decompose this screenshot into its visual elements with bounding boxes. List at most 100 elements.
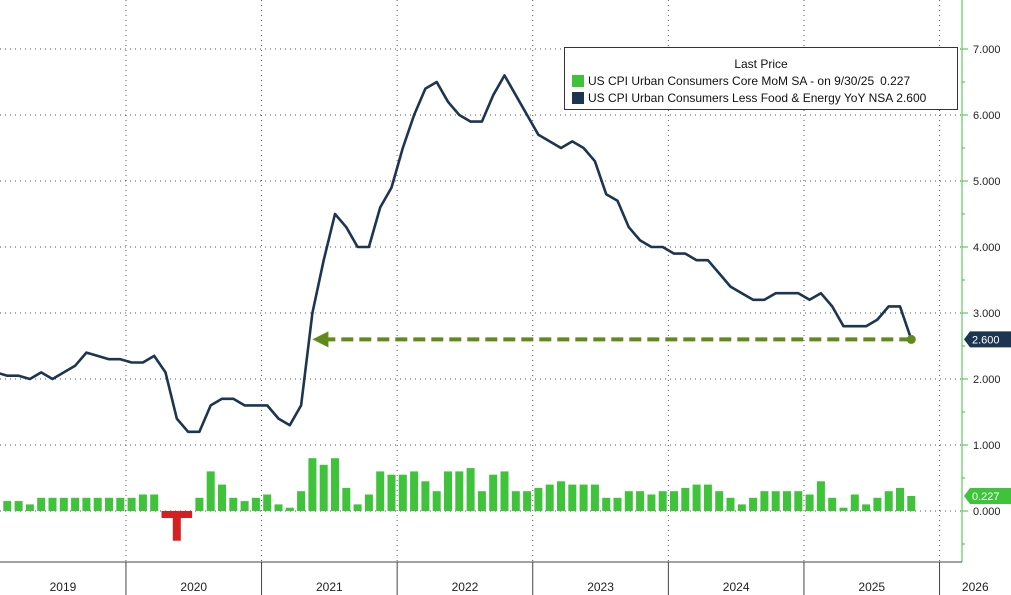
bar-negative [172, 511, 181, 541]
bar [466, 468, 475, 511]
bar [116, 497, 125, 511]
bar [613, 497, 622, 511]
y-tick-label: 6.000 [973, 110, 1001, 122]
bar [726, 497, 735, 511]
y-tick-label: 5.000 [973, 176, 1001, 188]
legend-entry-core-mom: US CPI Urban Consumers Core MoM SA - on … [572, 74, 910, 88]
bar [545, 484, 554, 511]
bar [285, 507, 294, 511]
bar [218, 484, 226, 511]
x-tick-label: 2021 [316, 580, 343, 594]
bar [907, 496, 916, 511]
last-value-tag-yoy-text: 2.600 [972, 334, 1000, 346]
y-tick-label: 4.000 [973, 242, 1001, 254]
annotation-arrow-head [312, 331, 329, 348]
bar [376, 471, 385, 511]
x-tick-label: 2019 [50, 580, 77, 594]
bar [263, 494, 272, 511]
legend-value: 2.600 [896, 91, 927, 105]
bar [410, 471, 419, 511]
last-value-tag-mom-bg [964, 488, 1011, 505]
legend-swatch-navy [572, 92, 584, 104]
y-tick-label: 2.000 [973, 374, 1001, 386]
bar [59, 497, 68, 511]
bar [14, 501, 23, 511]
bar [647, 494, 656, 511]
bar [794, 491, 803, 511]
bar [873, 497, 882, 511]
bar [127, 497, 136, 511]
bar [274, 504, 283, 511]
bar [297, 491, 306, 511]
bar [523, 491, 532, 511]
bar [749, 497, 758, 511]
bar [489, 474, 498, 511]
bar [138, 494, 147, 511]
bar [670, 491, 678, 511]
bar [48, 497, 57, 511]
bar [624, 491, 633, 511]
bar [850, 494, 859, 511]
bar [331, 458, 339, 511]
x-tick-label: 2026 [962, 580, 989, 594]
bar [715, 491, 724, 511]
bar [568, 484, 577, 511]
legend: Last Price US CPI Urban Consumers Core M… [564, 47, 958, 110]
bar [229, 497, 238, 511]
x-tick-label: 2023 [587, 580, 614, 594]
bar [240, 501, 249, 511]
y-tick-label: 7.000 [973, 44, 1001, 56]
bar [308, 458, 317, 511]
bar [511, 491, 520, 511]
bar [862, 504, 871, 511]
bar [342, 487, 351, 511]
bar [590, 484, 599, 511]
legend-swatch-green [572, 75, 584, 87]
bar [82, 497, 91, 511]
bar [105, 497, 113, 511]
bar [432, 491, 441, 511]
bar [839, 507, 848, 511]
bar [421, 481, 430, 511]
bar [206, 471, 215, 511]
bar [579, 484, 588, 511]
bar [805, 494, 814, 511]
legend-label: US CPI Urban Consumers Less Food & Energ… [588, 91, 894, 105]
bar [319, 464, 328, 511]
x-tick-label: 2024 [723, 580, 750, 594]
y-tick-label: 3.000 [973, 308, 1001, 320]
bar [398, 474, 407, 511]
bar [93, 497, 102, 511]
bar [3, 501, 12, 511]
bar [37, 497, 46, 511]
bar [387, 474, 396, 511]
bar [455, 471, 464, 511]
bar [71, 497, 80, 511]
bar [703, 484, 712, 511]
last-value-tag-mom-text: 0.227 [972, 491, 1000, 503]
y-tick-label: 1.000 [973, 440, 1001, 452]
bar [681, 487, 690, 511]
bar [25, 504, 34, 511]
bar [816, 481, 825, 511]
bar [658, 491, 667, 511]
bar [251, 497, 260, 511]
bar [783, 491, 791, 511]
bar [364, 494, 373, 511]
bar [737, 504, 746, 511]
series-line-core-yoy [0, 74, 913, 434]
x-tick-label: 2022 [452, 580, 479, 594]
bar [771, 491, 780, 511]
legend-title: Last Price [734, 57, 788, 71]
bar [557, 481, 565, 511]
bar [636, 491, 645, 511]
bar [760, 491, 769, 511]
x-tick-label: 2025 [858, 580, 885, 594]
bar [602, 497, 611, 511]
bar [195, 497, 204, 511]
bar [896, 487, 904, 511]
bar [150, 494, 159, 511]
x-tick-label: 2020 [180, 580, 207, 594]
legend-value: 0.227 [880, 74, 911, 88]
